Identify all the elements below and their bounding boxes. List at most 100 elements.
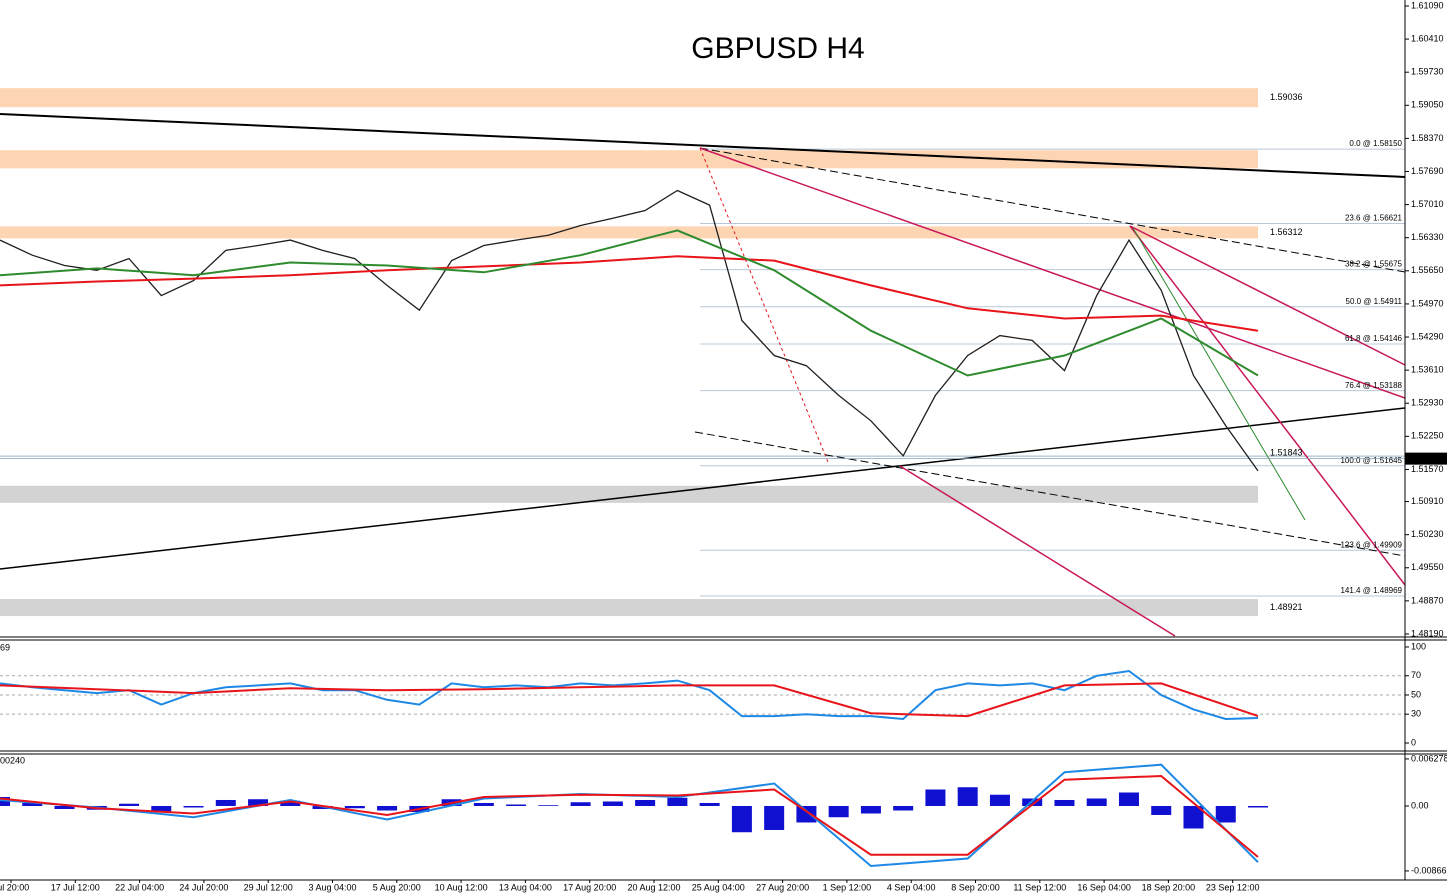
x-tick-label: 20 Aug 12:00 xyxy=(627,882,680,892)
histogram-bar xyxy=(1248,805,1268,808)
histogram-bar xyxy=(473,802,494,806)
histogram-bar xyxy=(635,799,656,806)
histogram-bar xyxy=(602,801,623,806)
y-tick-label: 1.52930 xyxy=(1411,398,1444,408)
zone xyxy=(0,599,1258,617)
x-tick-label: 23 Sep 12:00 xyxy=(1206,882,1260,892)
x-tick-label: 11 Sep 12:00 xyxy=(1013,882,1066,892)
x-tick-label: 8 Sep 20:00 xyxy=(951,882,1000,892)
histogram-bar xyxy=(1151,805,1172,815)
histogram-bar xyxy=(119,803,140,806)
y-tick-label: 1.50910 xyxy=(1411,496,1444,506)
x-tick-label: 1 Sep 12:00 xyxy=(823,882,872,892)
histogram-bar xyxy=(796,805,817,823)
histogram-bar xyxy=(0,796,10,806)
fib-label: 61.8 @ 1.54146 xyxy=(1345,334,1403,343)
y-tick-label: 1.56330 xyxy=(1411,232,1444,242)
histogram-bar xyxy=(248,799,269,806)
x-tick-label: 17 Aug 20:00 xyxy=(563,882,616,892)
zone xyxy=(0,88,1258,108)
fib-label: 38.2 @ 1.55675 xyxy=(1345,260,1403,269)
histogram-bar xyxy=(764,805,785,830)
y-tick-label: 1.58370 xyxy=(1411,133,1444,143)
y-tick-label: 30 xyxy=(1411,709,1421,719)
current-price-label: 1.51792 xyxy=(1409,453,1442,463)
trendline xyxy=(699,147,829,463)
histogram-bar xyxy=(957,787,978,806)
fib-label: 50.0 @ 1.54911 xyxy=(1346,297,1403,306)
fib-label: 0.0 @ 1.58150 xyxy=(1349,139,1402,148)
histogram-bar xyxy=(731,805,752,833)
histogram-bar xyxy=(54,805,75,809)
histogram-bar xyxy=(989,794,1010,806)
x-tick-label: 29 Jul 12:00 xyxy=(244,882,293,892)
x-tick-label: 25 Aug 04:00 xyxy=(692,882,745,892)
fib-label: 23.6 @ 1.56621 xyxy=(1345,214,1403,223)
histogram-bar xyxy=(538,805,559,806)
y-tick-label: 1.53610 xyxy=(1411,365,1444,375)
y-tick-label: 1.50230 xyxy=(1411,529,1444,539)
histogram-bar xyxy=(1086,798,1107,806)
histogram-bar xyxy=(151,805,172,812)
channel-line xyxy=(899,465,1176,637)
y-tick-label: 0.006278 xyxy=(1411,753,1447,763)
y-tick-label: 1.52250 xyxy=(1411,431,1444,441)
y-tick-label: 1.54290 xyxy=(1411,331,1444,341)
histogram-bar xyxy=(377,805,398,811)
y-tick-label: 1.49550 xyxy=(1411,562,1444,572)
y-tick-label: 1.57010 xyxy=(1411,199,1444,209)
y-tick-label: 1.59050 xyxy=(1411,100,1444,110)
series-line xyxy=(0,774,1259,858)
x-tick-label: 13 Aug 04:00 xyxy=(499,882,552,892)
histogram-bar xyxy=(344,805,365,809)
histogram-bar xyxy=(570,802,591,806)
fib-label: 141.4 @ 1.48969 xyxy=(1340,586,1402,595)
histogram-bar xyxy=(860,805,881,814)
zone-label: 1.56312 xyxy=(1270,227,1303,237)
series-line xyxy=(0,669,1259,721)
y-tick-label: 1.48190 xyxy=(1411,628,1444,638)
zone xyxy=(0,150,1258,169)
y-tick-label: 0 xyxy=(1411,737,1416,747)
x-tick-label: 24 Jul 20:00 xyxy=(179,882,228,892)
histogram-bar xyxy=(1215,805,1236,823)
x-tick-label: 27 Aug 20:00 xyxy=(756,882,809,892)
trendlines xyxy=(0,113,1406,637)
series-line xyxy=(0,682,1259,718)
panel-label: 00240 xyxy=(0,755,25,765)
zone-label: 1.59036 xyxy=(1270,92,1303,102)
y-tick-label: 1.57690 xyxy=(1411,166,1444,176)
y-tick-label: 1.60410 xyxy=(1411,33,1444,43)
y-tick-label: 100 xyxy=(1411,641,1426,651)
trendline xyxy=(0,113,1406,178)
y-tick-label: 1.54970 xyxy=(1411,298,1444,308)
histogram-bar xyxy=(1118,792,1139,806)
histogram-bar xyxy=(22,802,43,806)
histogram-bar xyxy=(828,805,849,818)
panel-label: 69 xyxy=(0,642,10,652)
series-line xyxy=(0,229,1259,377)
series-line xyxy=(0,189,1259,472)
channel-line xyxy=(1129,225,1406,586)
zone xyxy=(0,226,1258,239)
series-line xyxy=(0,255,1259,332)
current-price-box xyxy=(1405,452,1447,465)
histogram-bar xyxy=(699,802,720,806)
y-tick-label: -0.008663 xyxy=(1411,865,1447,875)
histogram-bar xyxy=(215,799,236,806)
fib-label: 123.6 @ 1.49909 xyxy=(1340,540,1402,549)
trendline xyxy=(1132,227,1306,521)
y-tick-label: 1.48870 xyxy=(1411,595,1444,605)
x-tick-label: Jul 20:00 xyxy=(0,882,29,892)
x-tick-label: 22 Jul 04:00 xyxy=(115,882,164,892)
fib-label: 100.0 @ 1.51645 xyxy=(1340,456,1402,465)
y-tick-label: 1.59730 xyxy=(1411,67,1444,77)
y-tick-label: 1.55650 xyxy=(1411,265,1444,275)
y-tick-label: 50 xyxy=(1411,689,1421,699)
y-tick-label: 70 xyxy=(1411,670,1421,680)
zone xyxy=(0,485,1258,503)
x-tick-label: 4 Sep 04:00 xyxy=(887,882,936,892)
x-tick-label: 3 Aug 04:00 xyxy=(308,882,356,892)
